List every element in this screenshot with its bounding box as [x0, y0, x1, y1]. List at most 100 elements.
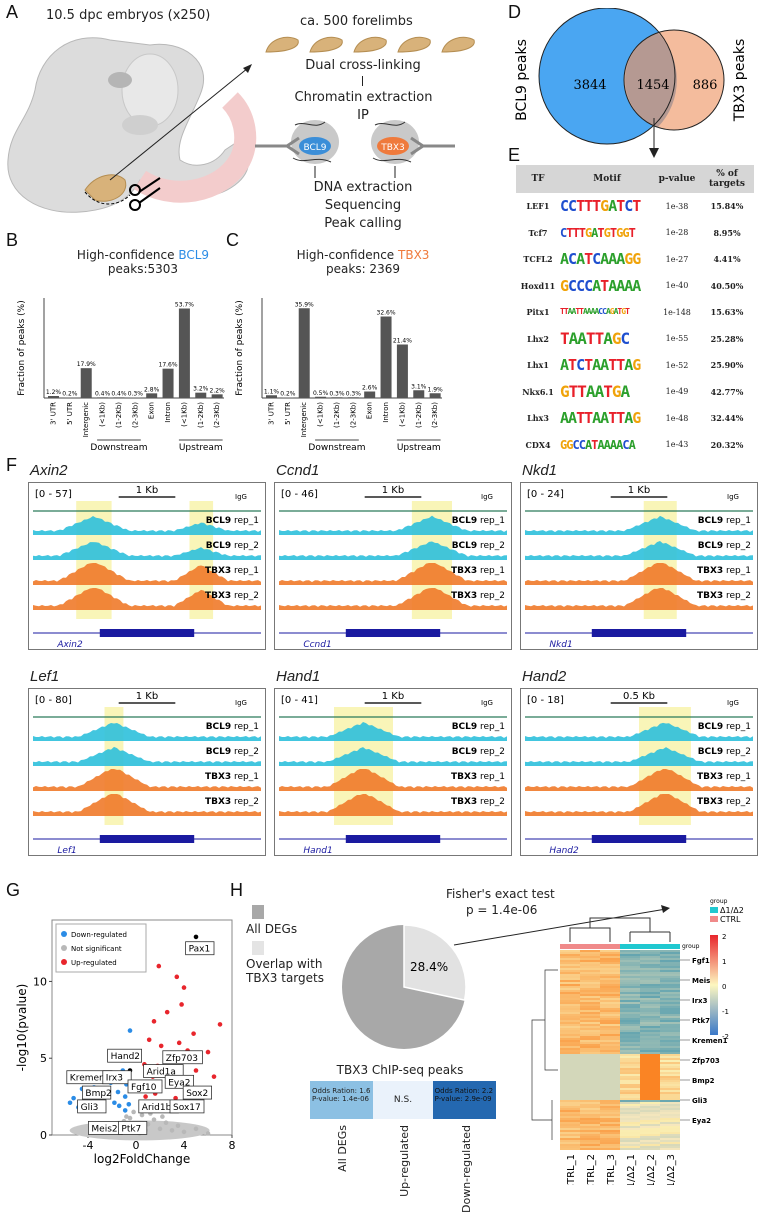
heatmap-cell: [620, 982, 640, 984]
heatmap-cell: [580, 984, 600, 986]
point-up-regulated: [175, 975, 180, 980]
row-label-all: All DEGs: [336, 1125, 349, 1172]
heatmap-cell: [580, 1054, 600, 1056]
legend-item: Down-regulated: [71, 931, 127, 939]
heatmap-cell: [580, 980, 600, 982]
heatmap-cell: [600, 962, 620, 964]
heatmap-cell: [620, 1136, 640, 1138]
gene-exon: [592, 629, 686, 637]
svg-text:Hand2: Hand2: [111, 1052, 140, 1062]
heatmap-cell: [600, 1018, 620, 1020]
tick-label: (2-3Kb): [131, 402, 139, 428]
heatmap-cell: [640, 1136, 660, 1138]
bar-value-label: 0.3%: [329, 390, 345, 397]
heatmap-cell: [660, 1126, 680, 1128]
heatmap-cell: [660, 1040, 680, 1042]
heatmap-cell: [600, 1066, 620, 1068]
heatmap-cell: [620, 1120, 640, 1122]
locus-gene-name: Hand2: [522, 668, 566, 685]
chart-b-title-prefix: High-confidence: [77, 248, 178, 262]
heatmap-cell: [560, 972, 580, 974]
motif-pvalue: 1e-27: [654, 255, 700, 264]
point-not-significant: [206, 1131, 211, 1136]
heatmap-cell: [580, 1106, 600, 1108]
bar-value-label: 17.9%: [77, 361, 96, 368]
point-not-significant: [160, 1114, 165, 1119]
heatmap-cell: [620, 1002, 640, 1004]
heatmap-cell: [580, 1114, 600, 1116]
chip-row-labels: All DEGs Up-regulated Down-regulated: [310, 1125, 496, 1183]
heatmap-cell: [600, 992, 620, 994]
gene-exon: [346, 629, 440, 637]
heatmap-cell: [560, 1000, 580, 1002]
heatmap-cell: [560, 1148, 580, 1150]
heatmap-cell: [620, 1032, 640, 1034]
heatmap-cell: [580, 972, 600, 974]
group-legend-title: group: [710, 898, 728, 905]
pie-pct-label: 28.4%: [410, 960, 448, 974]
bar-value-label: 1.9%: [428, 386, 444, 393]
bar: [97, 397, 108, 398]
igg-label: IgG: [235, 699, 247, 707]
heatmap-cell: [620, 994, 640, 996]
heatmap-cell: [560, 1110, 580, 1112]
track-label: BCL9 rep_1: [206, 722, 259, 732]
heatmap-cell: [620, 1128, 640, 1130]
chart-c-title: High-confidence TBX3 peaks: 2369: [268, 248, 458, 276]
heatmap-cell: [660, 996, 680, 998]
point-up-regulated: [206, 1050, 211, 1055]
step-sequencing: Sequencing: [298, 198, 428, 213]
heatmap-cell: [620, 1102, 640, 1104]
heatmap-cell: [640, 964, 660, 966]
heatmap-cell: [600, 1122, 620, 1124]
x-tick-label: 0: [133, 1139, 140, 1152]
heatmap-column-label: CTRL_2: [586, 1154, 597, 1185]
track-label: BCL9 rep_2: [206, 541, 259, 551]
bar: [331, 397, 342, 398]
svg-text:Arid1b: Arid1b: [142, 1103, 172, 1113]
heatmap-cell: [640, 1094, 660, 1096]
heatmap-cell: [560, 1054, 580, 1056]
heatmap-cell: [620, 1070, 640, 1072]
heatmap-cell: [660, 956, 680, 958]
heatmap-cell: [600, 966, 620, 968]
gene-label-box: Bmp2: [82, 1086, 111, 1099]
heatmap-cell: [640, 1088, 660, 1090]
heatmap-cell: [600, 1000, 620, 1002]
heatmap-cell: [660, 1002, 680, 1004]
tick-label: (2-3Kb): [431, 402, 439, 428]
heatmap-cell: [620, 1116, 640, 1118]
heatmap-cell: [560, 1070, 580, 1072]
heatmap-cell: [620, 1146, 640, 1148]
heatmap-cell: [620, 1148, 640, 1150]
point-up-regulated: [157, 964, 162, 969]
track-scale: 1 Kb: [382, 691, 404, 702]
heatmap-cell: [600, 1144, 620, 1146]
heatmap-cell: [600, 1136, 620, 1138]
heatmap-cell: [660, 1062, 680, 1064]
heatmap-cell: [620, 954, 640, 956]
motif-pvalue: 1e-55: [654, 334, 700, 343]
bar-value-label: 35.9%: [295, 301, 314, 308]
heatmap-cell: [600, 974, 620, 976]
motif-tf: LEF1: [516, 201, 560, 211]
heatmap-cell: [660, 982, 680, 984]
heatmap-cell: [560, 982, 580, 984]
venn-left-count: 3844: [573, 78, 606, 93]
bar-value-label: 1.1%: [264, 388, 280, 395]
heatmap-cell: [620, 1016, 640, 1018]
gene-exon: [346, 835, 440, 843]
heatmap-cell: [640, 1058, 660, 1060]
heatmap-cell: [600, 1040, 620, 1042]
gene-model-label: Hand2: [549, 846, 579, 855]
tick-label: Exon: [366, 402, 374, 419]
heatmap-cell: [620, 1118, 640, 1120]
heatmap-cell: [560, 1118, 580, 1120]
heatmap-cell: [600, 978, 620, 980]
heatmap-cell: [560, 1124, 580, 1126]
heatmap-cell: [600, 1058, 620, 1060]
